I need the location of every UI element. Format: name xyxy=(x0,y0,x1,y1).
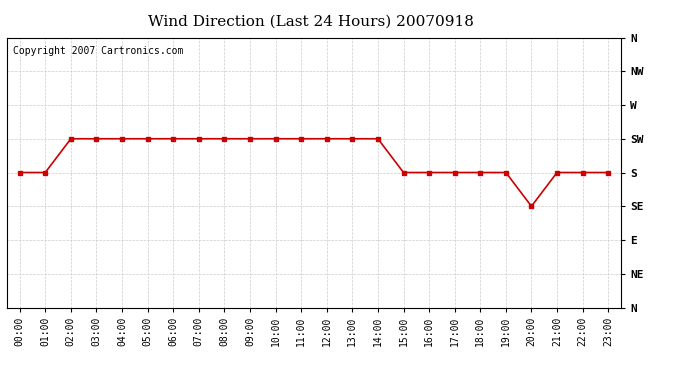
Text: Copyright 2007 Cartronics.com: Copyright 2007 Cartronics.com xyxy=(13,46,184,56)
Text: Wind Direction (Last 24 Hours) 20070918: Wind Direction (Last 24 Hours) 20070918 xyxy=(148,15,473,29)
